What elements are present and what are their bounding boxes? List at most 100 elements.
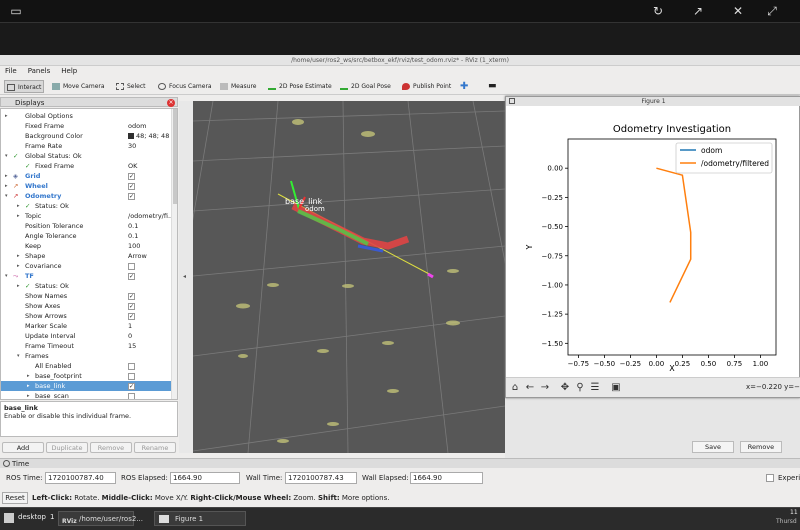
tree-row[interactable]: ▸ Covariance: [1, 261, 171, 271]
task-figure[interactable]: Figure 1: [154, 511, 246, 526]
wall-elapsed-field[interactable]: 1664.90: [410, 472, 483, 484]
remove-tool-icon[interactable]: ▬: [488, 81, 497, 91]
monitor-icon[interactable]: ▭: [10, 4, 22, 18]
tree-row[interactable]: Show Arrows ✓: [25, 312, 135, 320]
show-arrows-checkbox[interactable]: ✓: [128, 313, 135, 320]
tf-icon: ⤳: [13, 272, 19, 280]
tree-row[interactable]: ▸ ✓ Status: Ok: [17, 202, 69, 210]
tree-row[interactable]: ▾ ↗ Odometry ✓: [5, 192, 135, 200]
tree-row[interactable]: Angle Tolerance 0.1: [25, 232, 139, 240]
remove-display-button[interactable]: Remove: [90, 442, 132, 453]
fullscreen-icon[interactable]: ⤢: [767, 4, 777, 18]
tool-interact[interactable]: Interact: [4, 80, 44, 93]
show-names-checkbox[interactable]: ✓: [128, 293, 135, 300]
tf-label-base-link: base_link: [285, 197, 323, 206]
axes-frame: [567, 138, 777, 356]
tree-row[interactable]: ▸ Shape Arrow: [17, 252, 147, 260]
tree-row[interactable]: Background Color 48; 48; 48: [25, 132, 170, 140]
tree-row[interactable]: All Enabled: [1, 361, 171, 371]
base-link-checkbox[interactable]: ✓: [128, 383, 135, 390]
add-tool-icon[interactable]: ✚: [460, 81, 469, 92]
tree-row[interactable]: Update Interval 0: [25, 332, 133, 340]
remove-button[interactable]: Remove: [740, 441, 782, 453]
scroll-thumb[interactable]: [173, 109, 177, 204]
show-axes-checkbox[interactable]: ✓: [128, 303, 135, 310]
figure-title-bar[interactable]: Figure 1: [506, 97, 800, 106]
plot-area[interactable]: Odometry Investigation −0.75 −0.50 −0.25 0.…: [506, 107, 799, 377]
base-footprint-checkbox[interactable]: [128, 373, 135, 380]
tool-focus-camera[interactable]: Focus Camera: [156, 80, 212, 93]
ros-time-field[interactable]: 1720100787.40: [45, 472, 116, 484]
tree-row[interactable]: ▸ ↗ Wheel ✓: [5, 182, 135, 190]
save-figure-icon[interactable]: ▣: [611, 382, 621, 393]
check-icon: ✓: [13, 152, 19, 160]
tree-row[interactable]: ▸ Global Options: [5, 112, 73, 120]
tool-move-camera[interactable]: Move Camera: [50, 80, 105, 93]
tree-row[interactable]: ▸ Topic/odometry/fi...: [17, 212, 172, 220]
tool-2d-pose-estimate[interactable]: 2D Pose Estimate: [266, 80, 332, 93]
tree-row[interactable]: ▸ base_scan: [1, 391, 171, 399]
external-link-icon[interactable]: ↗: [692, 4, 704, 18]
view-splitter[interactable]: ◂: [179, 101, 193, 453]
covariance-checkbox[interactable]: [128, 263, 135, 270]
back-icon[interactable]: ←: [525, 382, 535, 393]
desktop-icon[interactable]: [4, 513, 14, 523]
tool-select[interactable]: Select: [114, 80, 146, 93]
figure-icon: [159, 515, 169, 523]
forward-icon[interactable]: →: [540, 382, 550, 393]
tool-publish-point[interactable]: Publish Point: [400, 80, 451, 93]
menu-panels[interactable]: Panels: [27, 67, 51, 75]
tree-row[interactable]: Keep 100: [25, 242, 141, 250]
tree-row[interactable]: Fixed Frame odom: [25, 122, 147, 130]
save-button[interactable]: Save: [692, 441, 734, 453]
tree-row[interactable]: Position Tolerance 0.1: [25, 222, 139, 230]
legend: odom /odometry/filtered: [675, 142, 773, 174]
tree-row[interactable]: Show Axes ✓: [25, 302, 135, 310]
tree-row[interactable]: ▸ base_footprint: [1, 371, 171, 381]
configure-icon[interactable]: ☰: [590, 382, 600, 393]
pin-icon: [402, 83, 410, 90]
tree-row[interactable]: ▸ ◈ Grid ✓: [5, 172, 135, 180]
add-button[interactable]: Add: [2, 442, 44, 453]
tree-row[interactable]: ▾ ⤳ TF ✓: [5, 272, 135, 280]
tree-row[interactable]: Frame Rate 30: [25, 142, 137, 150]
tree-row[interactable]: Show Names ✓: [25, 292, 135, 300]
all-enabled-checkbox[interactable]: [128, 363, 135, 370]
odometry-checkbox[interactable]: ✓: [128, 193, 135, 200]
experimental-checkbox[interactable]: [766, 474, 774, 482]
duplicate-button[interactable]: Duplicate: [46, 442, 88, 453]
rename-button[interactable]: Rename: [134, 442, 176, 453]
wall-time-field[interactable]: 1720100787.43: [285, 472, 357, 484]
menu-help[interactable]: Help: [61, 67, 78, 75]
cursor-coordinates: x=−0.220 y=−: [746, 383, 800, 391]
task-rviz[interactable]: RViz/home/user/ros2...: [58, 511, 143, 526]
refresh-icon[interactable]: ↻: [652, 4, 664, 18]
legend-label-odom: odom: [701, 146, 722, 155]
3d-viewport[interactable]: base_link odom: [193, 101, 505, 453]
zoom-icon[interactable]: ⚲: [576, 382, 584, 393]
menu-file[interactable]: File: [5, 67, 17, 75]
pan-icon[interactable]: ✥: [560, 382, 570, 393]
ros-elapsed-field[interactable]: 1664.90: [170, 472, 240, 484]
grid-checkbox[interactable]: ✓: [128, 173, 135, 180]
tree-row[interactable]: ▸ ✓ Status: Ok: [17, 282, 69, 290]
tree-row[interactable]: Marker Scale 1: [25, 322, 133, 330]
tree-row[interactable]: ▾ ✓ Global Status: Ok: [5, 152, 82, 160]
tree-scrollbar[interactable]: [171, 109, 177, 399]
tool-2d-goal-pose[interactable]: 2D Goal Pose: [338, 80, 391, 93]
base-scan-checkbox[interactable]: [128, 393, 135, 399]
close-icon[interactable]: ✕: [732, 4, 744, 18]
wheel-checkbox[interactable]: ✓: [128, 183, 135, 190]
y-axis-label: Y: [525, 244, 534, 250]
legend-label-filtered: /odometry/filtered: [701, 159, 769, 168]
tree-row[interactable]: ✓ Fixed Frame OK: [25, 162, 138, 170]
reset-button[interactable]: Reset: [2, 492, 28, 504]
tree-row-selected[interactable]: ▸ base_link ✓: [1, 381, 171, 391]
home-icon[interactable]: ⌂: [511, 382, 519, 393]
close-panel-icon[interactable]: ×: [167, 99, 175, 107]
color-swatch[interactable]: [128, 133, 134, 139]
tf-checkbox[interactable]: ✓: [128, 273, 135, 280]
tool-measure[interactable]: Measure: [218, 80, 257, 93]
tree-row[interactable]: ▾ Frames: [17, 352, 49, 360]
tree-row[interactable]: Frame Timeout 15: [25, 342, 137, 350]
